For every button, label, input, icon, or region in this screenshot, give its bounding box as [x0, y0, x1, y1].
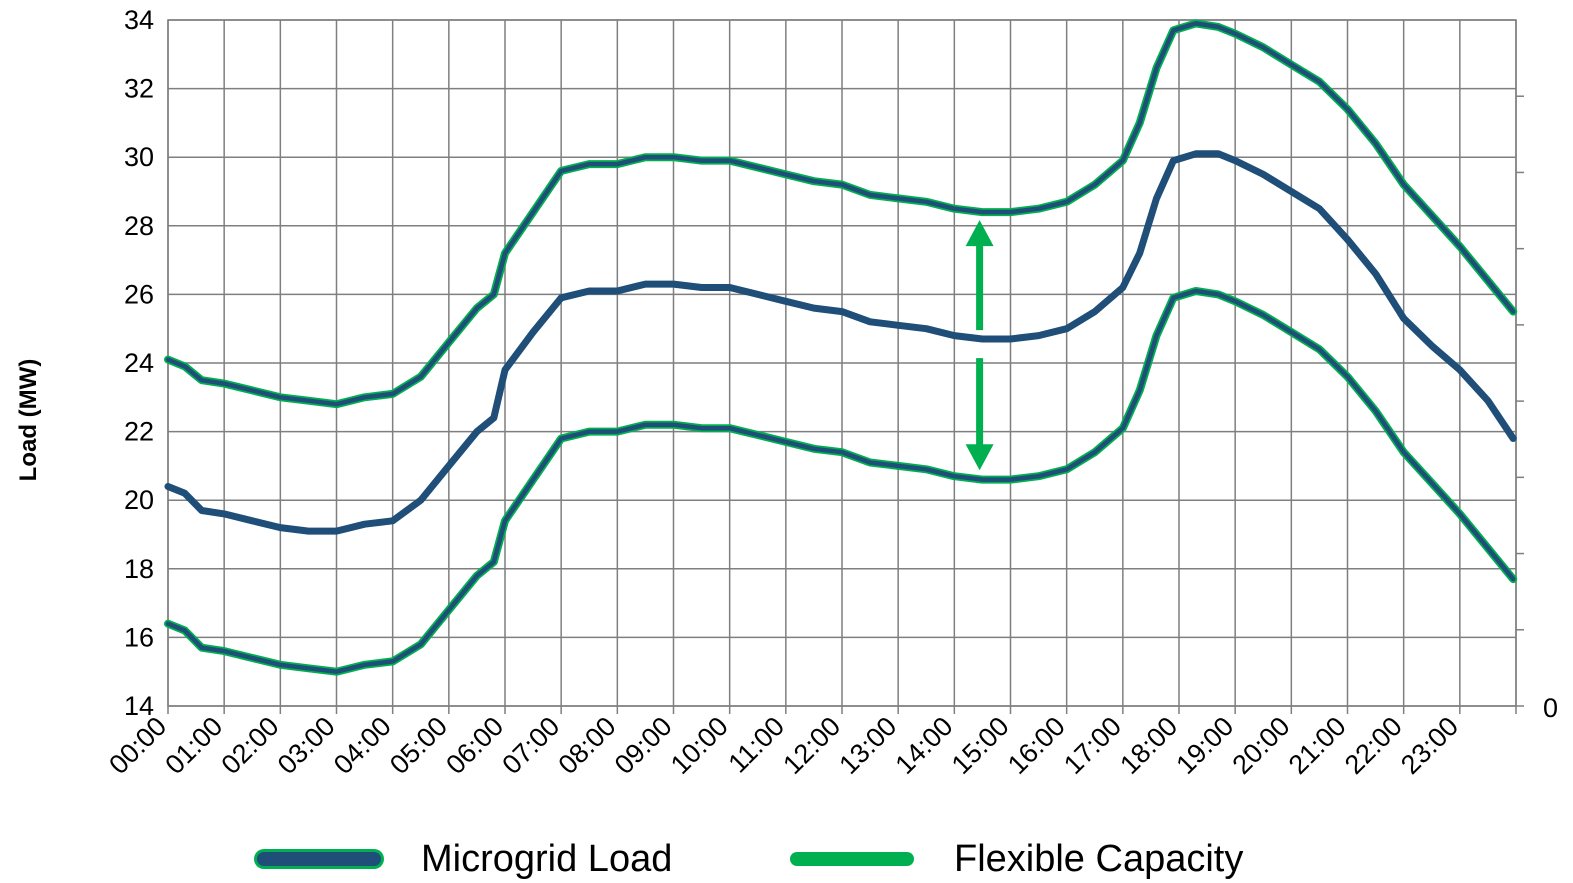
y-tick-label: 28 [124, 211, 154, 241]
x-tick-label: 15:00 [946, 711, 1015, 780]
y-tick-label: 20 [124, 485, 154, 515]
series-lines [164, 19, 1518, 676]
y-tick-label: 14 [124, 691, 154, 721]
x-tick-label: 07:00 [496, 711, 565, 780]
x-tick-label: 13:00 [833, 711, 902, 780]
y-tick-label: 26 [124, 279, 154, 309]
y-tick-label: 34 [124, 5, 154, 35]
y-tick-label: 32 [124, 74, 154, 104]
x-tick-label: 12:00 [777, 711, 846, 780]
x-tick-label: 16:00 [1002, 711, 1071, 780]
x-tick-label: 11:00 [723, 711, 791, 779]
x-tick-label: 04:00 [328, 711, 397, 780]
arrow-head-down [965, 444, 994, 471]
y-tick-label: 22 [124, 417, 154, 447]
x-tick-label: 14:00 [890, 711, 959, 780]
y-tick-label: 16 [124, 622, 154, 652]
secondary-y-tick-label: 0 [1543, 693, 1558, 723]
y-axis-label: Load (MW) [15, 359, 42, 482]
x-tick-label: 18:00 [1114, 711, 1183, 780]
flexible-capacity-lower-line-outline [164, 287, 1518, 676]
x-tick-label: 03:00 [272, 711, 341, 780]
x-tick-label: 20:00 [1227, 711, 1296, 780]
x-tick-label: 10:00 [665, 711, 734, 780]
x-tick-label: 01:00 [159, 711, 228, 780]
microgrid-load-line [164, 150, 1517, 535]
x-tick-label: 23:00 [1395, 711, 1464, 780]
x-tick-label: 05:00 [384, 711, 453, 780]
x-tick-label: 19:00 [1170, 711, 1239, 780]
x-tick-label: 22:00 [1339, 711, 1408, 780]
y-axis-ticks: 14 16 18 20 22 24 26 28 30 32 34 [124, 5, 154, 721]
y-tick-label: 30 [124, 142, 154, 172]
x-tick-label: 21:00 [1283, 711, 1352, 780]
x-tick-label: 09:00 [609, 711, 678, 780]
x-tick-label: 08:00 [553, 711, 622, 780]
gridlines [167, 19, 1524, 714]
legend-label-flexible-capacity: Flexible Capacity [954, 837, 1244, 880]
capacity-arrow [965, 220, 994, 471]
legend-swatch-microgrid-load [257, 852, 381, 866]
legend-swatch-flexible-capacity [790, 852, 914, 866]
y-tick-label: 24 [124, 348, 154, 378]
x-tick-label: 00:00 [103, 711, 172, 780]
x-tick-label: 17:00 [1058, 711, 1127, 780]
y-tick-label: 18 [124, 554, 154, 584]
flexible-capacity-lower-line [165, 288, 1516, 674]
x-tick-label: 02:00 [216, 711, 285, 780]
x-axis-ticks: 00:0001:0002:0003:0004:0005:0006:0007:00… [103, 711, 1464, 780]
legend: Microgrid Load Flexible Capacity [0, 835, 1573, 883]
x-tick-label: 06:00 [440, 711, 509, 780]
arrow-head-up [965, 220, 994, 247]
legend-item-microgrid-load: Microgrid Load [257, 835, 672, 883]
legend-item-flexible-capacity: Flexible Capacity [790, 835, 1243, 883]
legend-label-microgrid-load: Microgrid Load [421, 837, 673, 880]
line-chart: 14 16 18 20 22 24 26 28 30 32 34 00:0001:0002:0003… [15, 5, 1558, 780]
flexible-capacity-upper-line [165, 21, 1516, 407]
